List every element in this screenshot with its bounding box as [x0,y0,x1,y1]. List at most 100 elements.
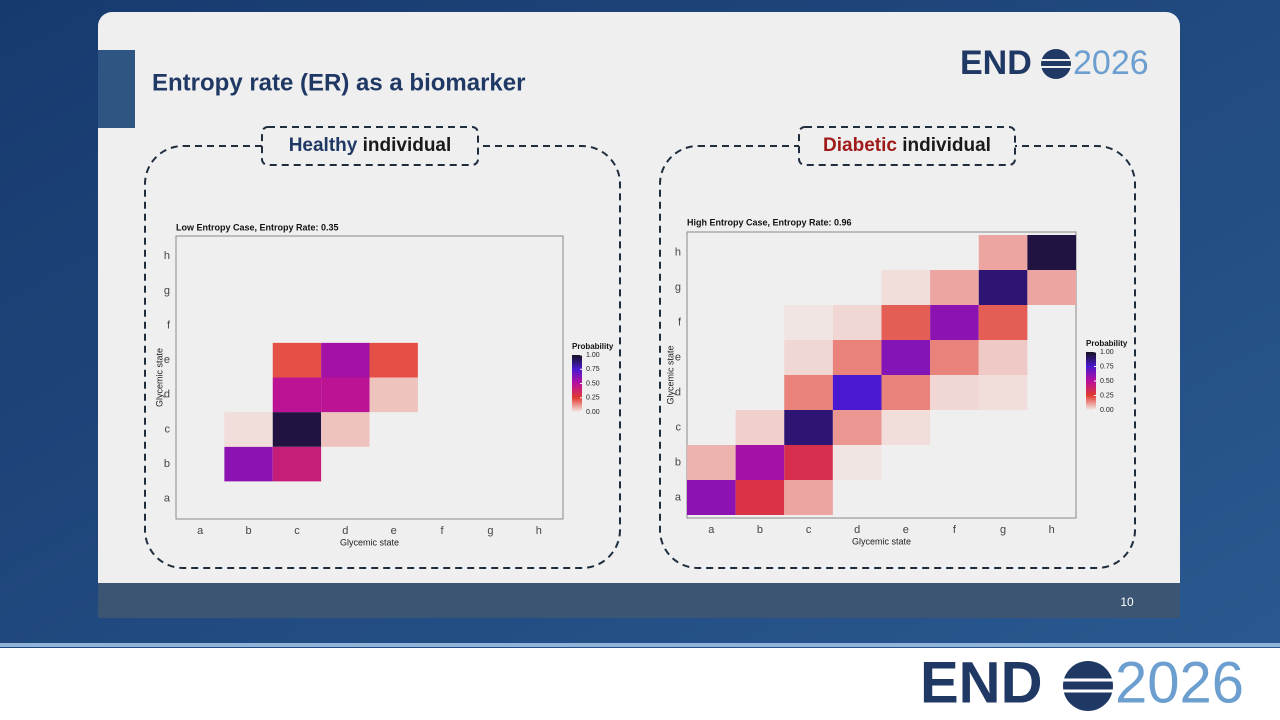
x-tick-label: g [1000,524,1006,536]
heat-cell [369,377,418,413]
y-tick-label: a [675,491,682,503]
chart-title: High Entropy Case, Entropy Rate: 0.96 [687,217,852,227]
y-tick-label: g [164,285,170,297]
y-tick-label: h [675,246,681,258]
y-tick-label: h [164,250,170,262]
slide-title: Entropy rate (ER) as a biomarker [152,69,525,96]
colorbar-tick-label: 0.00 [1100,407,1114,414]
panel-highlight: Healthy [289,135,358,156]
heat-cell [881,270,931,305]
x-tick-label: h [536,525,542,537]
x-tick-label: c [806,524,812,536]
heat-cell [1027,235,1076,270]
logo-text: 2026 [1115,650,1244,715]
heat-cell [784,305,833,340]
x-tick-label: c [294,525,300,537]
heat-cell [930,375,979,410]
heat-cell [881,305,931,340]
colorbar-tick-label: 0.25 [586,395,600,402]
x-axis-label: Glycemic state [852,536,911,546]
heat-cell [930,305,979,340]
x-tick-label: a [708,524,715,536]
panel-label: Diabetic individual [823,135,991,156]
heat-cell [930,270,979,305]
y-axis-label: Glycemic state [154,348,164,407]
heat-cell [832,340,882,375]
x-tick-label: d [342,525,348,537]
logo-text: END [960,44,1032,82]
heat-cell [978,340,1028,375]
heat-cell [930,340,979,375]
heat-cell [832,375,882,410]
y-tick-label: f [678,316,682,328]
colorbar-tick-label: 0.75 [1100,363,1114,370]
panel-label-rest: individual [902,135,991,156]
heat-cell [978,270,1028,305]
x-tick-label: e [903,524,909,536]
y-tick-label: g [675,281,681,293]
heat-cell [687,480,736,515]
heat-cell [978,305,1028,340]
heat-cell [735,480,785,515]
heat-cell [784,375,833,410]
heat-cell [832,305,882,340]
logo-text: 2026 [1073,44,1149,82]
panel-label-rest: individual [363,135,452,156]
colorbar-tick-label: 1.00 [1100,349,1114,356]
heat-cell [687,445,736,480]
heat-cell [369,342,418,378]
panel-label-box [261,126,479,166]
logo-text: END [920,650,1042,715]
heat-cell [735,410,785,445]
colorbar-tick-label: 0.00 [586,409,600,416]
band-line [0,643,1280,647]
title-accent [98,50,135,128]
colorbar-tick-label: 1.00 [586,352,600,359]
y-tick-label: e [675,351,681,363]
y-tick-label: a [164,493,171,505]
page-number: 10 [1120,595,1134,609]
x-axis-label: Glycemic state [340,537,399,547]
heat-cell [321,412,370,447]
colorbar-tick-label: 0.75 [586,366,600,373]
x-tick-label: b [246,525,252,537]
footer-bar [98,583,1180,618]
y-tick-label: b [675,456,681,468]
colorbar [572,355,582,412]
colorbar-tick-label: 0.25 [1100,392,1114,399]
heat-cell [321,342,370,378]
heat-cell [784,480,833,515]
heat-cell [272,377,322,413]
panel-highlight: Diabetic [823,135,897,156]
x-tick-label: a [197,525,204,537]
heat-cell [784,410,833,445]
y-tick-label: d [675,386,681,398]
heat-cell [1027,270,1076,305]
y-tick-label: e [164,354,170,366]
legend-title: Probability [572,342,614,351]
x-tick-label: f [441,525,445,537]
heat-cell [224,412,273,447]
x-tick-label: b [757,524,763,536]
panel-label: Healthy individual [289,135,452,156]
colorbar-tick-label: 0.50 [586,380,600,387]
x-tick-label: h [1049,524,1055,536]
panel-label-box [798,126,1016,166]
chart-title: Low Entropy Case, Entropy Rate: 0.35 [176,222,339,232]
heat-cell [881,375,931,410]
x-tick-label: g [487,525,493,537]
heat-cell [272,446,322,482]
heat-cell [881,340,931,375]
heat-cell [272,412,322,447]
y-tick-label: f [167,319,171,331]
x-tick-label: d [854,524,860,536]
x-tick-label: f [953,524,957,536]
heat-cell [272,342,322,378]
heat-cell [881,410,931,445]
y-tick-label: c [676,421,682,433]
y-tick-label: d [164,389,170,401]
heat-cell [784,340,833,375]
logo-globe [1041,49,1071,79]
